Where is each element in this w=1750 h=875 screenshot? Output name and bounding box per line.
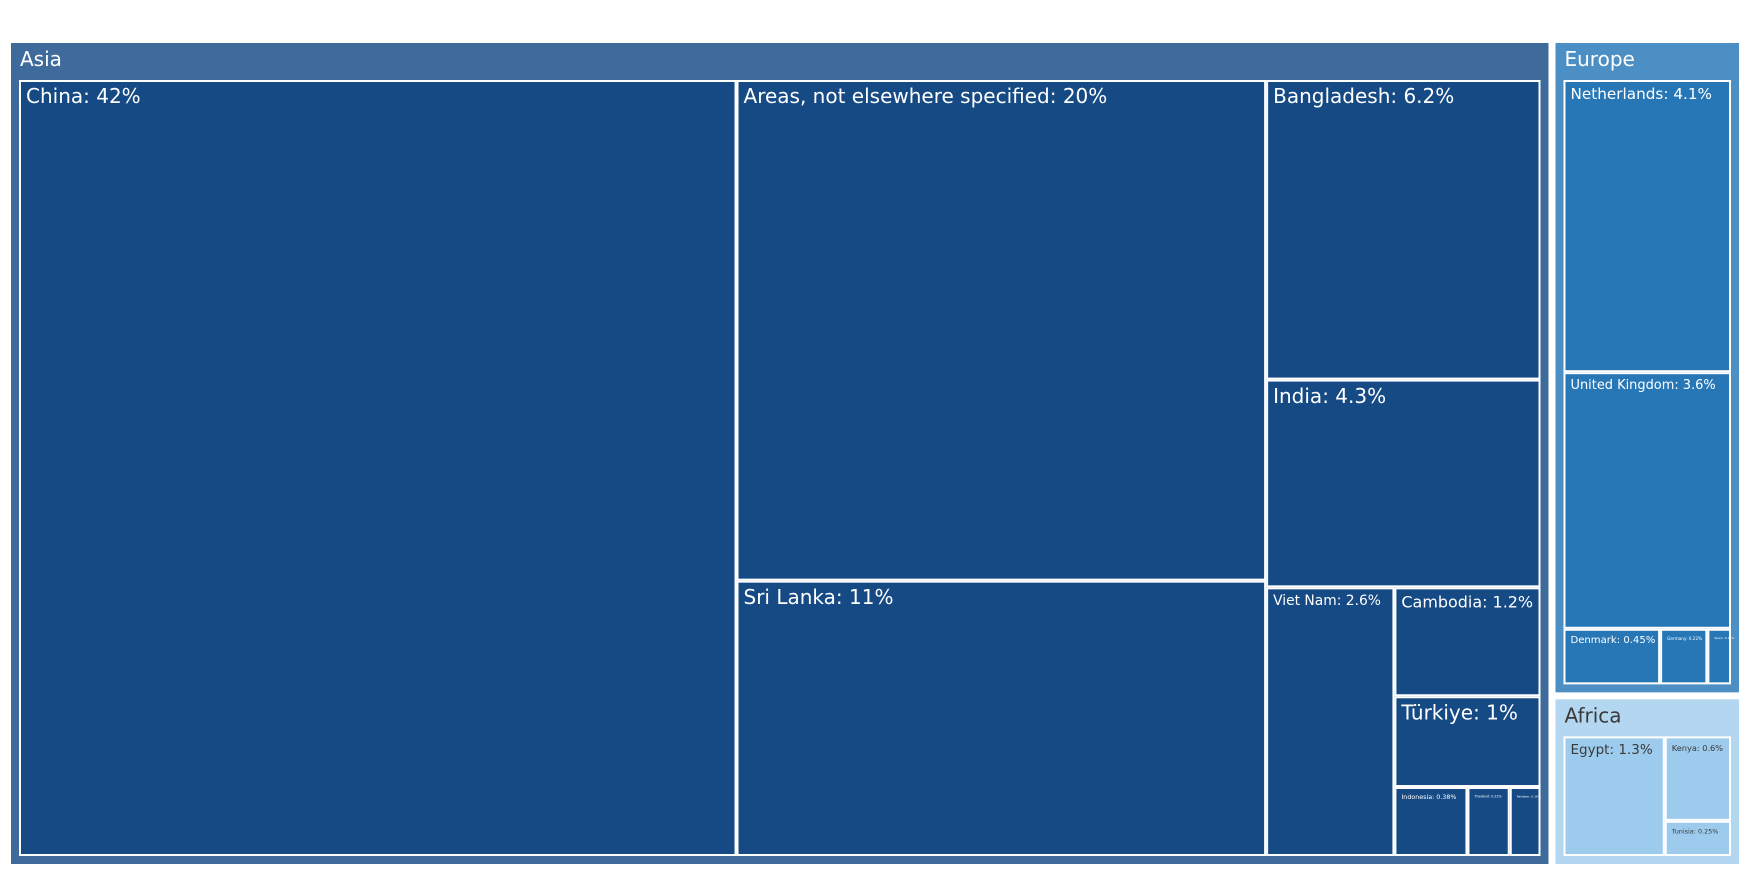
tile-label-cambodia: Cambodia: 1.2% <box>1401 592 1533 611</box>
tile-label-turkiye: Türkiye: 1% <box>1400 700 1517 724</box>
tile-indonesia: Indonesia: 0.38% <box>1394 787 1468 857</box>
tile-rect-sri-lanka <box>736 580 1267 856</box>
tile-thailand: Thailand: 0.22% <box>1467 787 1510 857</box>
tile-label-spain: Spain: 0.11% <box>1714 636 1734 640</box>
tile-egypt: Egypt: 1.3% <box>1563 736 1665 856</box>
tile-spain: Spain: 0.11% <box>1707 628 1734 685</box>
tile-label-tunisia: Tunisia: 0.25% <box>1671 828 1719 836</box>
tile-rect-thailand <box>1467 787 1510 857</box>
group-label-europe: Europe <box>1564 47 1634 71</box>
tile-rect-united-kingdom <box>1563 372 1731 629</box>
tile-tunisia: Tunisia: 0.25% <box>1664 820 1732 856</box>
tile-rect-pakistan <box>1509 787 1541 857</box>
group-europe: Europe Netherlands: 4.1% United Kingdom: 3… <box>1555 43 1739 693</box>
tile-netherlands: Netherlands: 4.1% <box>1563 80 1731 373</box>
tile-india: India: 4.3% <box>1266 379 1541 588</box>
tile-rect-areas-not-elsewhere-specified <box>736 80 1267 581</box>
group-asia: Asia China: 42% Areas, not elsewhere speci… <box>11 43 1549 864</box>
tile-label-china: China: 42% <box>26 84 141 108</box>
tile-rect-germany <box>1660 628 1708 685</box>
tile-label-areas-not-elsewhere-specified: Areas, not elsewhere specified: 20% <box>744 84 1108 108</box>
tile-label-india: India: 4.3% <box>1273 384 1386 408</box>
tile-turkiye: Türkiye: 1% <box>1394 696 1541 788</box>
tile-viet-nam: Viet Nam: 2.6% <box>1266 587 1395 857</box>
tile-label-denmark: Denmark: 0.45% <box>1570 635 1655 646</box>
tile-label-viet-nam: Viet Nam: 2.6% <box>1273 593 1381 609</box>
tile-germany: Germany: 0.22% <box>1660 628 1708 685</box>
tile-rect-viet-nam <box>1266 587 1395 857</box>
tile-rect-egypt <box>1563 736 1665 856</box>
tile-bangladesh: Bangladesh: 6.2% <box>1266 80 1541 380</box>
group-africa: Africa Egypt: 1.3% Kenya: 0.6% Tunisia: 0.2… <box>1555 699 1739 864</box>
tile-rect-cambodia <box>1394 587 1541 697</box>
tile-china: China: 42% <box>19 80 737 856</box>
tile-label-netherlands: Netherlands: 4.1% <box>1570 85 1712 103</box>
tile-rect-indonesia <box>1394 787 1468 857</box>
tile-label-united-kingdom: United Kingdom: 3.6% <box>1570 378 1715 393</box>
tile-rect-denmark <box>1563 628 1661 685</box>
tile-rect-india <box>1266 379 1541 588</box>
tile-rect-turkiye <box>1394 696 1541 788</box>
tile-label-sri-lanka: Sri Lanka: 11% <box>744 585 894 609</box>
tile-label-pakistan: Pakistan: 0.16% <box>1517 794 1541 798</box>
tile-rect-tunisia <box>1664 820 1732 856</box>
tile-label-indonesia: Indonesia: 0.38% <box>1401 794 1456 801</box>
tile-pakistan: Pakistan: 0.16% <box>1509 787 1541 857</box>
tile-kenya: Kenya: 0.6% <box>1664 736 1732 821</box>
tile-rect-netherlands <box>1563 80 1731 373</box>
tile-rect-spain <box>1707 628 1731 685</box>
tile-label-egypt: Egypt: 1.3% <box>1570 742 1652 758</box>
tile-united-kingdom: United Kingdom: 3.6% <box>1563 372 1731 629</box>
tile-rect-bangladesh <box>1266 80 1541 380</box>
tile-rect-kenya <box>1664 736 1732 821</box>
tile-denmark: Denmark: 0.45% <box>1563 628 1661 685</box>
tile-cambodia: Cambodia: 1.2% <box>1394 587 1541 697</box>
group-label-asia: Asia <box>20 47 62 71</box>
tile-label-thailand: Thailand: 0.22% <box>1473 794 1501 798</box>
tile-sri-lanka: Sri Lanka: 11% <box>736 580 1267 856</box>
tile-label-bangladesh: Bangladesh: 6.2% <box>1273 84 1454 108</box>
tile-label-kenya: Kenya: 0.6% <box>1672 743 1724 753</box>
group-label-africa: Africa <box>1564 704 1621 728</box>
tile-label-germany: Germany: 0.22% <box>1667 636 1702 641</box>
tile-rect-china <box>19 80 737 856</box>
tile-areas-not-elsewhere-specified: Areas, not elsewhere specified: 20% <box>736 80 1267 581</box>
